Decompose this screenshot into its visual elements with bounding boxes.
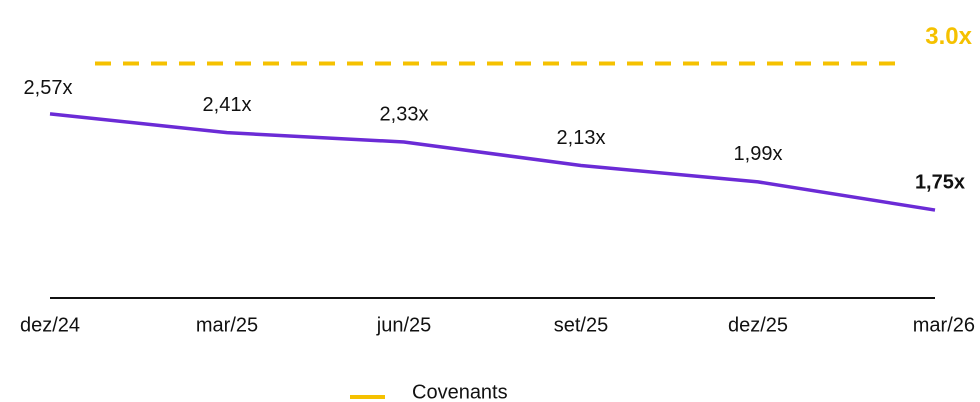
data-label: 2,41x	[203, 94, 252, 116]
data-label: 1,75x	[915, 171, 965, 193]
x-tick-label: dez/25	[728, 314, 788, 336]
data-label: 2,33x	[380, 103, 429, 125]
x-tick-label: set/25	[554, 314, 608, 336]
covenant-label: 3.0x	[925, 23, 972, 50]
x-tick-label: jun/25	[376, 314, 432, 336]
data-label: 1,99x	[734, 143, 783, 165]
x-tick-label: mar/25	[196, 314, 258, 336]
data-label: 2,13x	[557, 127, 606, 149]
x-tick-label: dez/24	[20, 314, 80, 336]
legend-label: Covenants	[412, 381, 508, 402]
line	[49, 112, 936, 212]
x-tick-label: mar/26	[913, 314, 975, 336]
data-label: 2,57x	[24, 77, 73, 99]
